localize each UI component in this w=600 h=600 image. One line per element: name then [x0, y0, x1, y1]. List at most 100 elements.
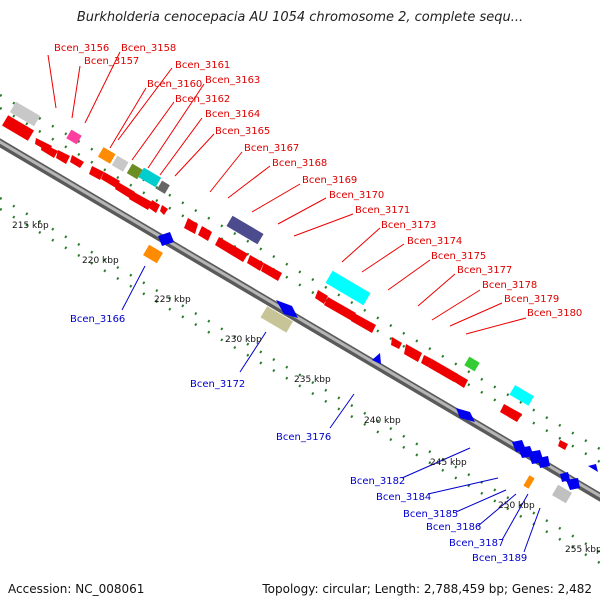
gene-bcen-3177[interactable] — [464, 356, 480, 372]
gene-label-bcen-3176[interactable]: Bcen_3176 — [276, 432, 331, 443]
tick-dot — [155, 198, 159, 203]
gene-label-bcen-3163[interactable]: Bcen_3163 — [205, 75, 260, 86]
gene-arrow[interactable] — [70, 155, 84, 168]
gene-arrow-reverse[interactable] — [456, 408, 475, 422]
gene-arrow[interactable] — [428, 359, 458, 382]
tick-dot — [571, 534, 575, 538]
gene-arrow[interactable] — [56, 150, 70, 164]
gene-label-bcen-3172[interactable]: Bcen_3172 — [190, 379, 245, 390]
leader-line — [147, 83, 205, 169]
gene-label-bcen-3156[interactable]: Bcen_3156 — [54, 43, 109, 54]
gene-label-bcen-3157[interactable]: Bcen_3157 — [84, 56, 139, 67]
gene-bcen-3185[interactable] — [523, 475, 535, 489]
gene-arrow[interactable] — [149, 200, 160, 213]
kbp-label: 215 kbp — [12, 221, 49, 231]
tick-dot — [467, 473, 471, 477]
gene-bcen-3176[interactable] — [372, 353, 381, 364]
gene-arrow[interactable] — [391, 337, 402, 349]
gene-label-bcen-3178[interactable]: Bcen_3178 — [482, 280, 537, 291]
gene-label-bcen-3164[interactable]: Bcen_3164 — [205, 109, 260, 120]
tick-dot — [597, 446, 600, 450]
gene-arrow[interactable] — [421, 355, 432, 367]
gene-arrow[interactable] — [261, 263, 282, 281]
gene-label-bcen-3165[interactable]: Bcen_3165 — [215, 126, 270, 137]
gene-arrow[interactable] — [41, 143, 58, 158]
gene-label-bcen-3168[interactable]: Bcen_3168 — [272, 158, 327, 169]
gene-label-bcen-3169[interactable]: Bcen_3169 — [302, 175, 357, 186]
gene-bcen-3189[interactable] — [552, 484, 572, 504]
gene-arrow[interactable] — [184, 218, 198, 234]
gene-bcen-3180[interactable] — [509, 385, 535, 406]
gene-arrow-reverse[interactable] — [538, 456, 550, 468]
gene-bcen-3164[interactable] — [157, 180, 170, 194]
gene-bcen-3167[interactable] — [226, 215, 264, 245]
gene-arrow[interactable] — [215, 237, 248, 262]
gene-label-bcen-3189[interactable]: Bcen_3189 — [472, 553, 527, 564]
tick-dot — [168, 206, 172, 210]
gene-label-bcen-3185[interactable]: Bcen_3185 — [403, 509, 458, 520]
gene-label-bcen-3177[interactable]: Bcen_3177 — [457, 265, 512, 276]
gene-arrow[interactable] — [453, 373, 468, 388]
leader-line — [131, 101, 175, 161]
gene-bcen-3157[interactable] — [2, 115, 34, 141]
tick-dot — [155, 299, 159, 304]
gene-label-bcen-3160[interactable]: Bcen_3160 — [147, 79, 202, 90]
tick-dot — [168, 296, 172, 300]
gene-bcen-3172[interactable] — [260, 306, 293, 333]
tick-dot — [246, 342, 250, 346]
gene-label-bcen-3173[interactable]: Bcen_3173 — [381, 220, 436, 231]
tick-dot — [246, 239, 250, 243]
tick-dot — [51, 137, 55, 141]
tick-dot — [532, 408, 536, 412]
gene-arrow[interactable] — [351, 313, 376, 333]
gene-bcen-3171[interactable] — [325, 270, 371, 306]
gene-arrow[interactable] — [315, 290, 328, 304]
gene-label-bcen-3170[interactable]: Bcen_3170 — [329, 190, 384, 201]
gene-arrow[interactable] — [558, 440, 568, 450]
map-title: Burkholderia cenocepacia AU 1054 chromos… — [76, 10, 524, 25]
gene-label-bcen-3186[interactable]: Bcen_3186 — [426, 522, 481, 533]
gene-label-bcen-3184[interactable]: Bcen_3184 — [376, 492, 431, 503]
tick-dot — [142, 292, 146, 296]
tick-dot — [298, 283, 302, 287]
gene-arrow-reverse[interactable] — [560, 472, 570, 482]
gene-arrow[interactable] — [129, 191, 152, 210]
tick-dot — [389, 438, 393, 442]
gene-bcen-3166[interactable] — [143, 244, 163, 264]
gene-label-bcen-3167[interactable]: Bcen_3167 — [244, 143, 299, 154]
gene-bcen-3170[interactable] — [276, 300, 298, 318]
gene-arrow[interactable] — [89, 166, 104, 180]
gene-label-bcen-3175[interactable]: Bcen_3175 — [431, 251, 486, 262]
tick-dot — [116, 265, 120, 270]
gene-bcen-3158[interactable] — [66, 129, 82, 145]
gene-label-bcen-3180[interactable]: Bcen_3180 — [527, 308, 582, 319]
gene-label-bcen-3162[interactable]: Bcen_3162 — [175, 94, 230, 105]
gene-label-bcen-3182[interactable]: Bcen_3182 — [350, 476, 405, 487]
gene-bcen-3161[interactable] — [111, 155, 129, 172]
gene-arrow-reverse[interactable] — [588, 464, 598, 472]
kbp-label: 240 kbp — [364, 416, 401, 426]
gene-arrow[interactable] — [115, 182, 135, 199]
gene-arrow[interactable] — [247, 255, 264, 271]
gene-label-bcen-3171[interactable]: Bcen_3171 — [355, 205, 410, 216]
gene-label-bcen-3187[interactable]: Bcen_3187 — [449, 538, 504, 549]
gene-arrow[interactable] — [324, 297, 356, 321]
tick-dot — [142, 191, 146, 195]
gene-bcen-3162[interactable] — [126, 163, 143, 180]
gene-label-bcen-3179[interactable]: Bcen_3179 — [504, 294, 559, 305]
gene-bcen-3163[interactable] — [138, 167, 162, 188]
gene-arrow[interactable] — [198, 226, 212, 241]
gene-label-bcen-3166[interactable]: Bcen_3166 — [70, 314, 125, 325]
gene-arrow[interactable] — [160, 205, 168, 215]
gene-arrow[interactable] — [101, 172, 120, 188]
gene-arrow[interactable] — [500, 404, 522, 422]
gene-bcen-3160[interactable] — [97, 147, 116, 164]
gene-arrow-reverse[interactable] — [566, 478, 580, 490]
gene-label-bcen-3158[interactable]: Bcen_3158 — [121, 43, 176, 54]
gene-bcen-3165[interactable] — [158, 232, 174, 246]
gene-arrow[interactable] — [404, 344, 422, 362]
gene-label-bcen-3161[interactable]: Bcen_3161 — [175, 60, 230, 71]
gene-label-bcen-3174[interactable]: Bcen_3174 — [407, 236, 462, 247]
leader-line — [47, 54, 57, 109]
gene-bcen-3156[interactable] — [9, 101, 41, 127]
